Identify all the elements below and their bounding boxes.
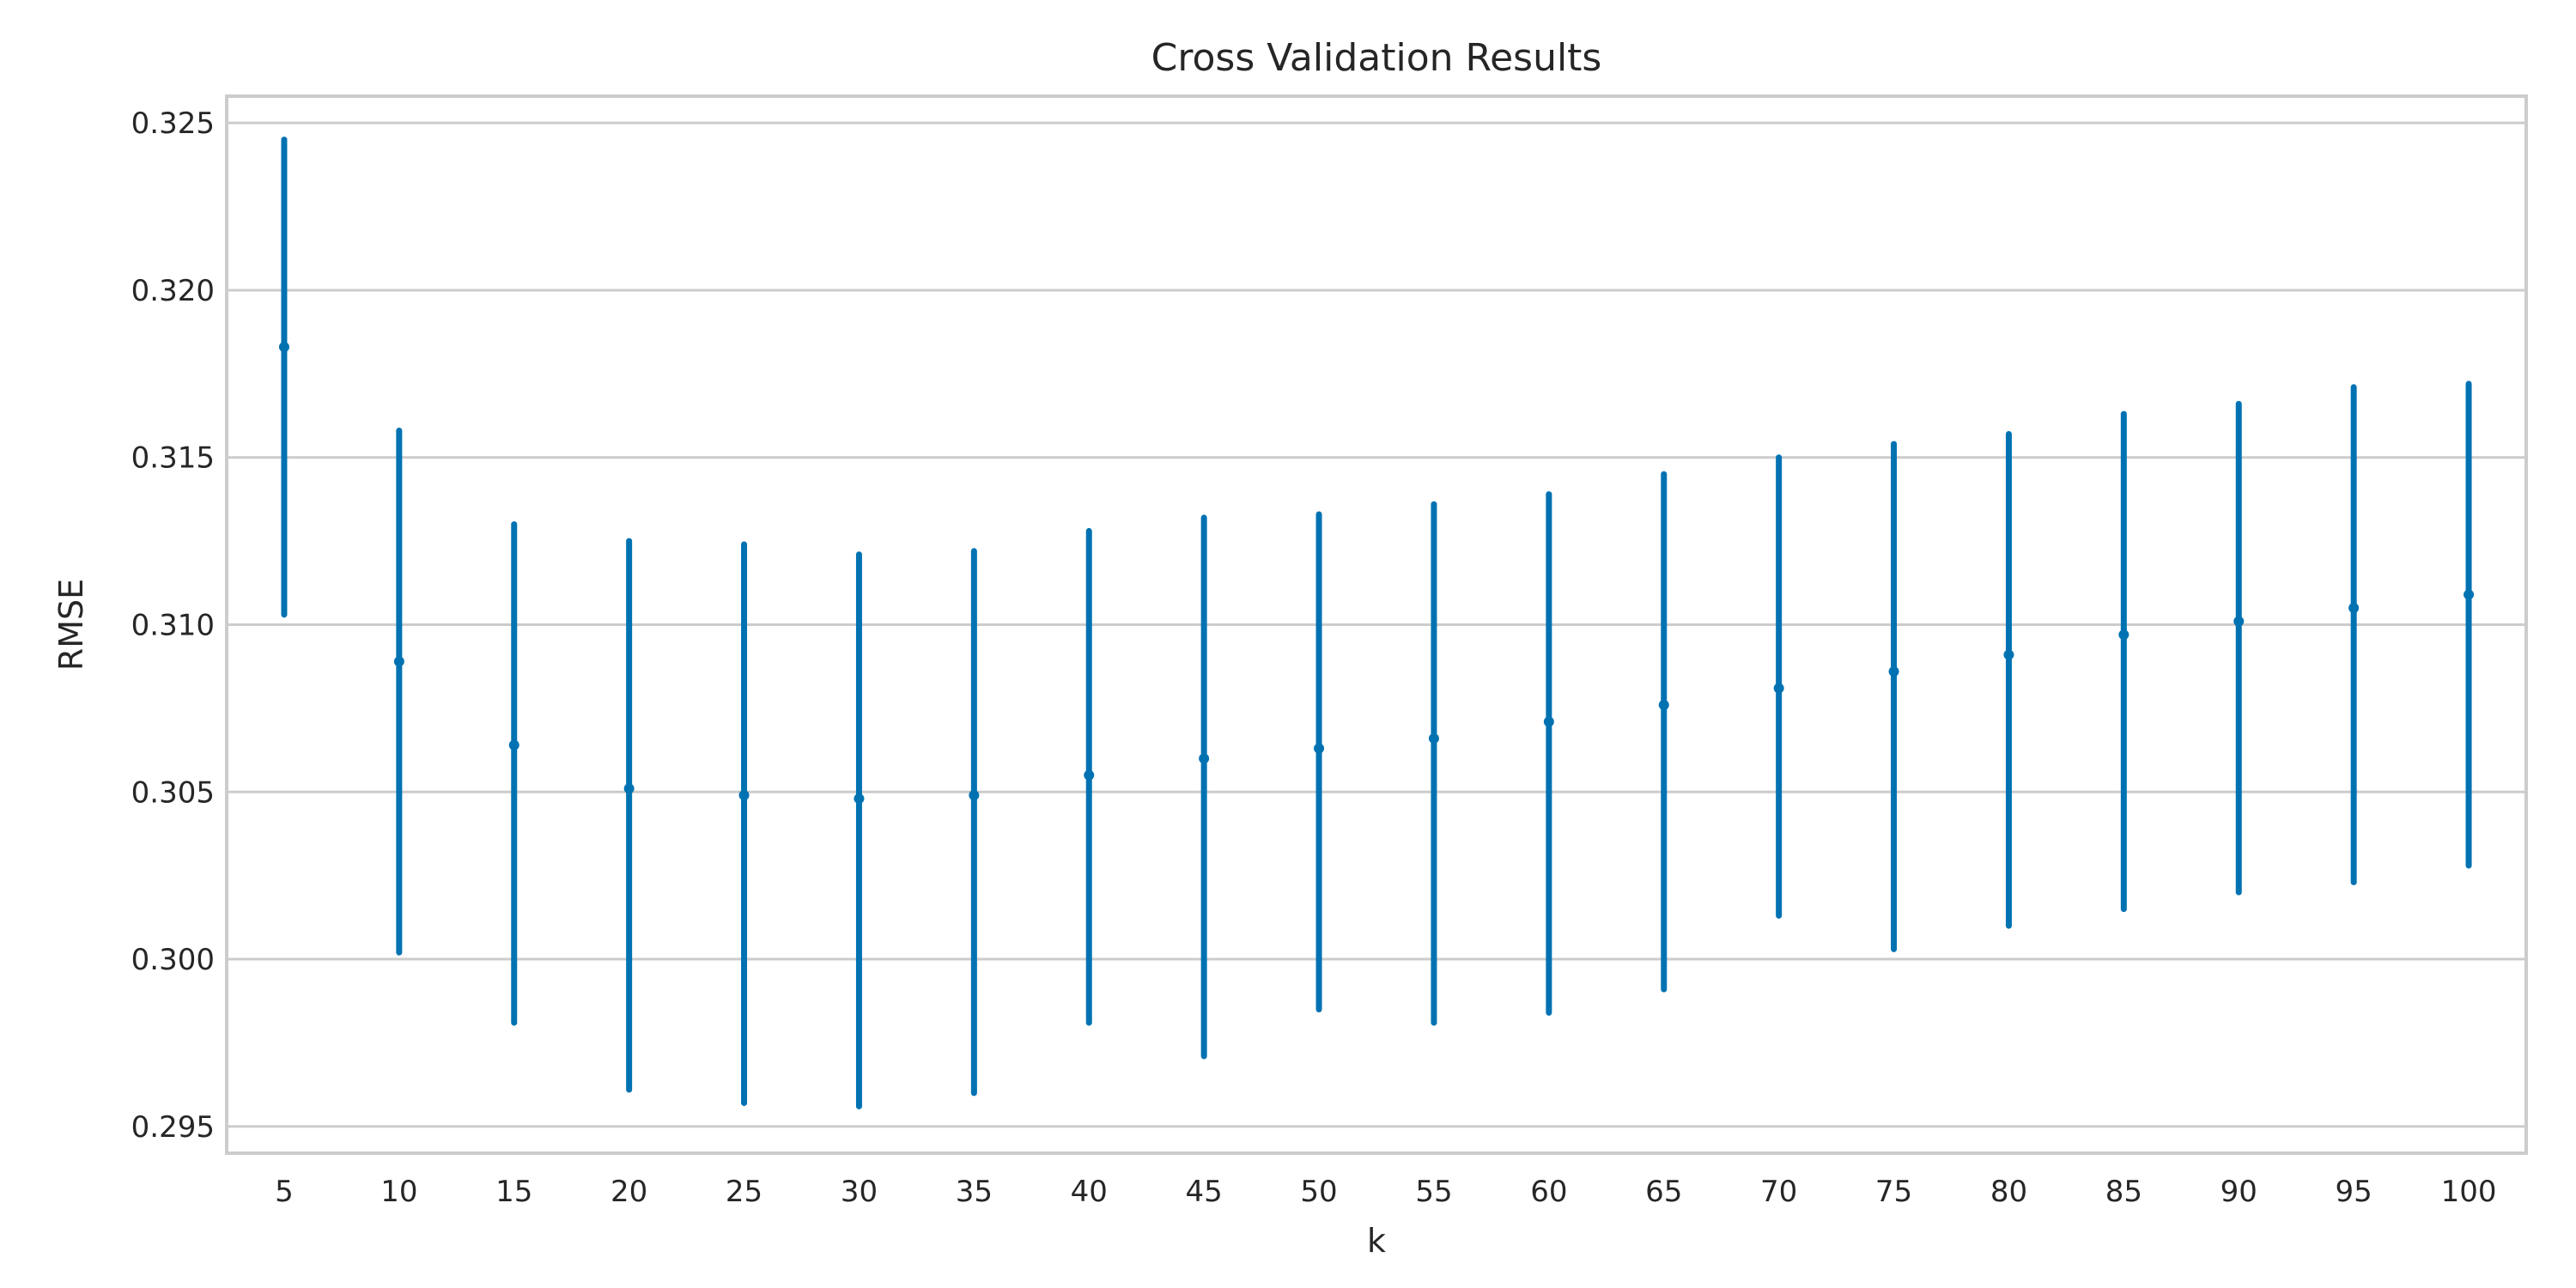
y-tick-label: 0.320 xyxy=(131,274,215,308)
y-tick-label: 0.315 xyxy=(131,441,215,476)
x-tick-label: 25 xyxy=(726,1175,762,1209)
x-tick-label: 60 xyxy=(1530,1175,1567,1209)
x-tick-label: 65 xyxy=(1645,1175,1682,1209)
x-tick-label: 15 xyxy=(495,1175,532,1209)
x-tick-label: 90 xyxy=(2221,1175,2257,1209)
x-axis-ticks: 5 10 15 20 25 30 35 40 45 50 55 60 65 70 75 80 85 90 95 100 xyxy=(275,1175,2496,1209)
x-tick-label: 35 xyxy=(956,1175,993,1209)
mean-point xyxy=(2464,589,2475,600)
y-tick-label: 0.325 xyxy=(131,106,215,141)
mean-point xyxy=(2348,603,2360,614)
y-tick-label: 0.305 xyxy=(131,775,215,810)
mean-point xyxy=(1658,699,1669,710)
mean-point xyxy=(393,656,404,667)
x-tick-label: 70 xyxy=(1760,1175,1797,1209)
x-tick-label: 5 xyxy=(275,1175,294,1209)
mean-point xyxy=(278,342,289,353)
grid-lines xyxy=(227,121,2526,1128)
mean-point xyxy=(1773,683,1784,694)
plot-frame xyxy=(225,94,2528,1155)
y-axis-ticks: 0.295 0.300 0.305 0.310 0.315 0.320 0.325 xyxy=(131,106,215,1145)
mean-point xyxy=(508,739,519,750)
mean-point xyxy=(1543,716,1554,727)
y-axis-label: RMSE xyxy=(52,579,90,671)
mean-point xyxy=(2118,629,2129,641)
x-tick-label: 80 xyxy=(1990,1175,2027,1209)
x-tick-label: 85 xyxy=(2105,1175,2142,1209)
x-tick-label: 10 xyxy=(380,1175,417,1209)
error-bars xyxy=(278,137,2475,1109)
chart-title: Cross Validation Results xyxy=(1151,36,1602,80)
x-tick-label: 50 xyxy=(1300,1175,1337,1209)
x-axis-label: k xyxy=(1367,1222,1386,1260)
mean-point xyxy=(623,783,635,794)
x-tick-label: 55 xyxy=(1415,1175,1452,1209)
mean-point xyxy=(1084,769,1095,781)
y-tick-label: 0.295 xyxy=(131,1110,215,1145)
y-tick-label: 0.310 xyxy=(131,609,215,643)
x-tick-label: 45 xyxy=(1186,1175,1223,1209)
x-tick-label: 75 xyxy=(1875,1175,1912,1209)
mean-point xyxy=(1199,753,1210,764)
mean-point xyxy=(1314,743,1325,754)
mean-point xyxy=(738,790,750,801)
x-tick-label: 95 xyxy=(2336,1175,2372,1209)
mean-point xyxy=(1428,732,1439,744)
x-tick-label: 30 xyxy=(841,1175,878,1209)
mean-point xyxy=(1888,666,1899,677)
mean-point xyxy=(2233,616,2245,627)
x-tick-label: 20 xyxy=(611,1175,647,1209)
mean-point xyxy=(854,793,865,805)
x-tick-label: 100 xyxy=(2441,1175,2497,1209)
y-tick-label: 0.300 xyxy=(131,943,215,977)
mean-point xyxy=(969,790,980,801)
x-tick-label: 40 xyxy=(1071,1175,1108,1209)
mean-point xyxy=(2003,649,2014,660)
